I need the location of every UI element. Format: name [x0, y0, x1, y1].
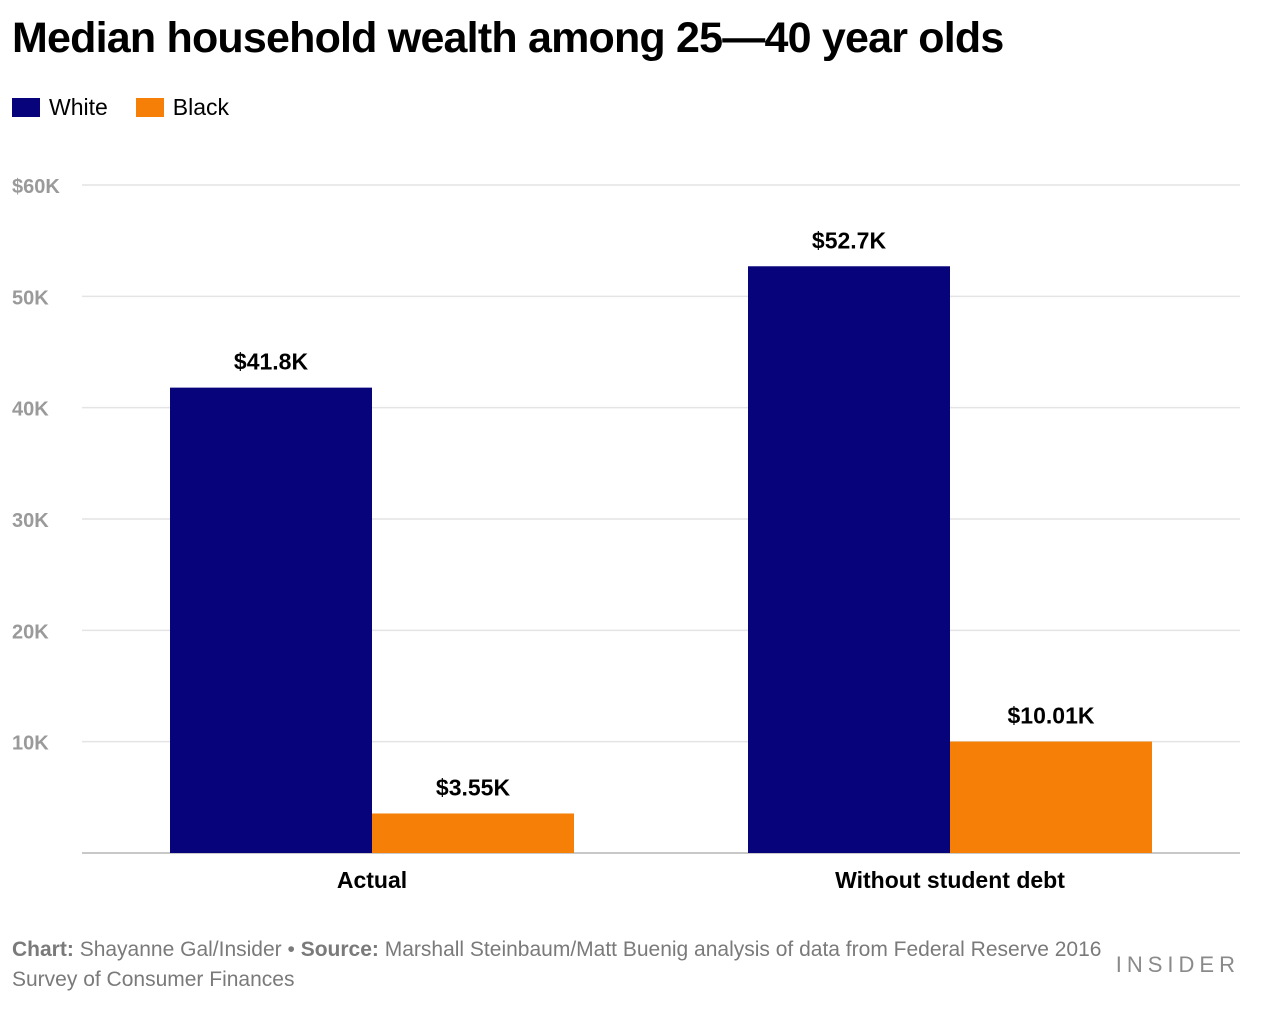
bar [170, 387, 372, 853]
brand-logo: INSIDER [1115, 952, 1240, 977]
y-tick-label: 10K [12, 733, 49, 755]
legend-swatch-black [135, 98, 164, 117]
bar-chart: 10K 20K 30K 40K 50K $60K $41.8K $3.55K Actual $52… [12, 176, 1240, 893]
data-label: $52.7K [812, 227, 887, 253]
data-label: $10.01K [1008, 703, 1095, 729]
y-tick-label: 40K [12, 399, 49, 421]
footer-chart-label: Chart: [12, 938, 74, 961]
data-label: $41.8K [234, 349, 309, 375]
footer-source-text: Marshall Steinbaum/Matt Buenig analysis … [12, 938, 1102, 991]
chart-title: Median household wealth among 25—40 year… [12, 14, 1004, 62]
bar [950, 741, 1152, 853]
legend-label-black: Black [172, 94, 230, 120]
y-tick-label: $60K [12, 176, 60, 198]
footer-separator: • [287, 938, 295, 961]
data-label: $3.55K [436, 774, 511, 800]
x-tick-label: Without student debt [835, 867, 1065, 893]
legend: White Black [12, 94, 257, 121]
footer-source-label: Source: [300, 938, 379, 961]
x-tick-label: Actual [337, 867, 407, 893]
legend-item-white: White [12, 94, 108, 121]
y-tick-label: 20K [12, 621, 49, 643]
chart-footer: Chart: Shayanne Gal/Insider • Source: Ma… [12, 935, 1102, 995]
y-tick-label: 30K [12, 510, 49, 532]
footer-chart-credit: Shayanne Gal/Insider [79, 938, 282, 961]
legend-label-white: White [49, 94, 108, 120]
legend-item-black: Black [135, 94, 230, 121]
legend-swatch-white [12, 98, 40, 117]
bar [372, 813, 574, 853]
y-tick-label: 50K [12, 287, 49, 309]
bar [748, 266, 950, 854]
